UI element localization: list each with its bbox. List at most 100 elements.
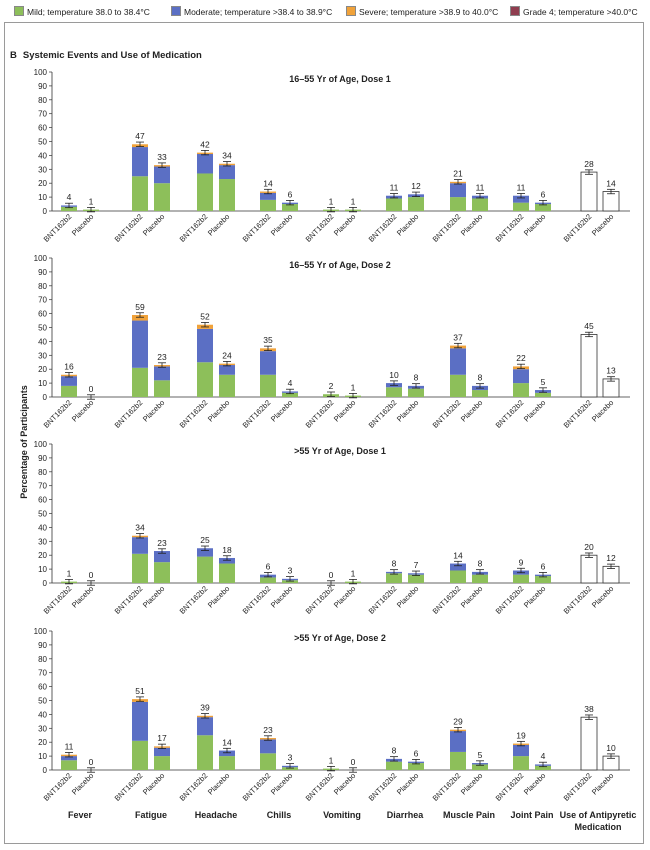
bar-value-label: 8 <box>478 559 483 569</box>
bar-segment-mild <box>219 374 235 397</box>
bar-segment-mild <box>61 385 77 397</box>
y-tick-label: 70 <box>38 482 47 491</box>
x-tick-label-placebo: Placebo <box>522 212 548 238</box>
x-tick-label-placebo: Placebo <box>459 771 485 797</box>
y-tick-label: 70 <box>38 110 47 119</box>
bar-segment-mild <box>132 176 148 211</box>
bar-segment-moderate <box>513 369 529 384</box>
bar-value-label: 11 <box>390 182 399 192</box>
y-tick-label: 20 <box>38 738 47 747</box>
y-tick-label: 80 <box>38 655 47 664</box>
bar-value-label: 1 <box>329 196 334 206</box>
bar-value-label: 5 <box>541 377 546 387</box>
bar-segment-mild <box>472 390 488 397</box>
bar-value-label: 0 <box>329 570 334 580</box>
x-tick-label-bnt162b2: BNT162b2 <box>304 584 336 616</box>
bar-segment-moderate <box>513 195 529 203</box>
bar-value-label: 7 <box>414 560 419 570</box>
bar-segment-mild <box>260 374 276 397</box>
bar-value-label: 42 <box>200 139 210 149</box>
x-tick-label-placebo: Placebo <box>70 398 96 424</box>
x-tick-label-placebo: Placebo <box>70 771 96 797</box>
bar-vomiting-placebo: 1 Placebo <box>332 196 361 238</box>
bar-value-label: 12 <box>411 181 421 191</box>
bar-segment-mild <box>197 173 213 211</box>
section-title-text: Systemic Events and Use of Medication <box>22 50 202 61</box>
bar-value-label: 0 <box>89 384 94 394</box>
panel-title: >55 Yr of Age, Dose 2 <box>294 633 386 643</box>
y-tick-label: 40 <box>38 710 47 719</box>
category-label-vomiting: Vomiting <box>323 810 361 820</box>
x-tick-label-placebo: Placebo <box>141 771 167 797</box>
bar-diarrhea-bnt162b2: 10 BNT162b2 <box>367 370 402 430</box>
bar-chills-placebo: 3 Placebo <box>269 566 298 610</box>
bar-value-label: 51 <box>135 686 145 696</box>
bar-value-label: 4 <box>67 192 72 202</box>
x-tick-label-bnt162b2: BNT162b2 <box>241 212 273 244</box>
x-tick-label-placebo: Placebo <box>269 771 295 797</box>
x-tick-label-bnt162b2: BNT162b2 <box>178 584 210 616</box>
panel-title: >55 Yr of Age, Dose 1 <box>294 446 386 456</box>
x-tick-label-bnt162b2: BNT162b2 <box>113 584 145 616</box>
bar-value-label: 14 <box>263 178 273 188</box>
bar-segment-mild <box>260 577 276 583</box>
y-tick-label: 90 <box>38 454 47 463</box>
section-title: B Systemic Events and Use of Medication <box>10 50 202 61</box>
bar-segment-moderate <box>260 192 276 200</box>
bar-value-label: 34 <box>135 523 145 533</box>
bar-fever-placebo: 1 Placebo <box>70 196 99 238</box>
y-tick-label: 20 <box>38 179 47 188</box>
bar-segment-moderate <box>260 739 276 754</box>
bar-segment-mild <box>513 383 529 397</box>
x-tick-label-bnt162b2: BNT162b2 <box>562 584 594 616</box>
bar-value-label: 17 <box>157 733 167 743</box>
section-letter: B <box>10 50 17 61</box>
y-tick-label: 60 <box>38 310 47 319</box>
bar-diarrhea-placebo: 8 Placebo <box>395 373 424 424</box>
bar-value-label: 28 <box>584 159 594 169</box>
bar-segment-mild <box>154 756 170 770</box>
bar-segment-mild <box>535 765 551 770</box>
x-tick-label-placebo: Placebo <box>269 398 295 424</box>
bar-value-label: 8 <box>478 373 483 383</box>
y-tick-label: 70 <box>38 296 47 305</box>
legend-item-severe: Severe; temperature >38.9 to 40.0°C <box>346 6 498 17</box>
x-tick-label-bnt162b2: BNT162b2 <box>113 212 145 244</box>
bar-joint-pain-bnt162b2: 11 BNT162b2 <box>494 182 529 244</box>
bar-segment-mild <box>535 392 551 397</box>
bar-segment-mild <box>219 179 235 211</box>
bar-vomiting-bnt162b2: 1 BNT162b2 <box>304 755 339 803</box>
bar-value-label: 4 <box>541 751 546 761</box>
x-tick-label-placebo: Placebo <box>590 212 616 238</box>
x-tick-label-bnt162b2: BNT162b2 <box>431 212 463 244</box>
y-tick-label: 70 <box>38 669 47 678</box>
bar-segment-mild <box>282 767 298 770</box>
y-tick-label: 10 <box>38 193 47 202</box>
bar-value-label: 23 <box>263 725 273 735</box>
category-label-joint-pain: Joint Pain <box>510 810 553 820</box>
y-tick-label: 10 <box>38 379 47 388</box>
bar-segment-mild <box>386 761 402 770</box>
x-tick-label-placebo: Placebo <box>522 584 548 610</box>
bar-value-label: 2 <box>329 381 334 391</box>
bar-segment-moderate <box>197 328 213 363</box>
x-tick-label-placebo: Placebo <box>269 584 295 610</box>
bar-segment-open <box>580 554 598 584</box>
x-tick-label-bnt162b2: BNT162b2 <box>562 398 594 430</box>
x-tick-label-placebo: Placebo <box>206 771 232 797</box>
bar-segment-moderate <box>132 147 148 177</box>
x-tick-label-placebo: Placebo <box>459 212 485 238</box>
legend-item-moderate: Moderate; temperature >38.4 to 38.9°C <box>171 6 332 17</box>
legend-swatch-severe <box>346 6 356 16</box>
category-label-diarrhea: Diarrhea <box>387 810 425 820</box>
chart-panel-3: >55 Yr of Age, Dose 10102030405060708090… <box>34 440 630 616</box>
y-tick-label: 60 <box>38 496 47 505</box>
bar-segment-mild <box>535 576 551 583</box>
x-tick-label-bnt162b2: BNT162b2 <box>562 212 594 244</box>
y-tick-label: 50 <box>38 138 47 147</box>
bar-segment-moderate <box>132 701 148 741</box>
bar-segment-mild <box>386 573 402 583</box>
bar-segment-mild <box>450 374 466 397</box>
